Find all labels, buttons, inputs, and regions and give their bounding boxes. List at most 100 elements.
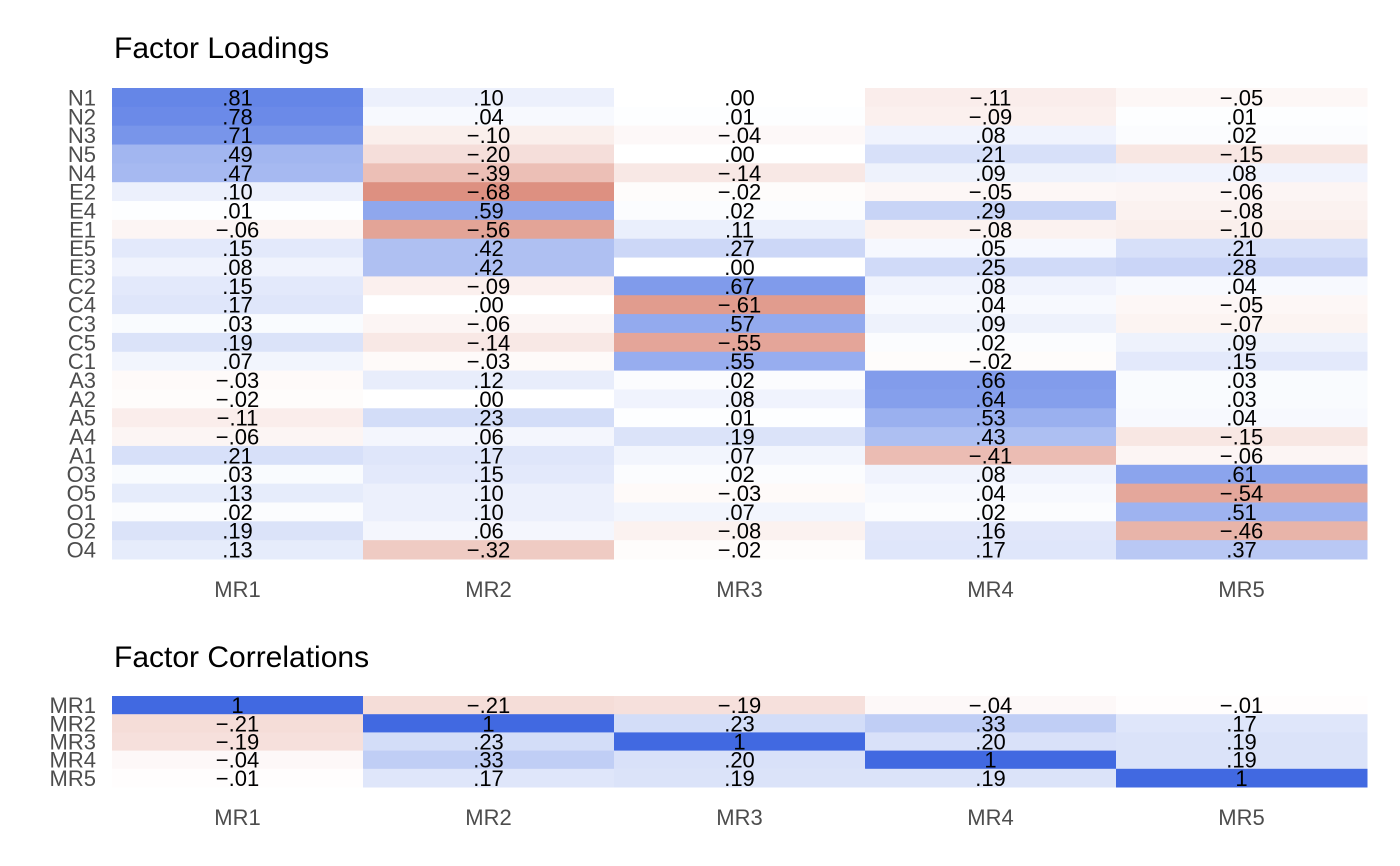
loadings-cell: [112, 408, 364, 428]
loadings-cell-label: .10: [473, 85, 504, 110]
loadings-cell: [112, 351, 364, 372]
correlations-title: Factor Correlations: [114, 641, 369, 674]
loadings-cell-label: −.15: [1220, 425, 1263, 450]
loadings-cell-label: −.32: [467, 538, 510, 563]
loadings-cell-label: .04: [975, 293, 1006, 318]
loadings-cell-label: .13: [222, 538, 253, 563]
loadings-cell: [865, 389, 1117, 409]
loadings-cell-label: .03: [222, 312, 253, 337]
loadings-cell: [865, 125, 1117, 146]
loadings-cell-label: .15: [222, 274, 253, 299]
correlations-cell: [1116, 696, 1368, 715]
loadings-cell: [614, 144, 866, 164]
loadings-cell: [1116, 106, 1368, 127]
loadings-cell: [865, 445, 1117, 466]
loadings-cell-label: .16: [975, 519, 1006, 544]
loadings-cell: [1116, 201, 1368, 221]
loadings-column-label: MR5: [1218, 577, 1264, 602]
loadings-cell-label: .21: [222, 443, 253, 468]
loadings-cell-label: .28: [1226, 255, 1257, 280]
loadings-cell: [112, 182, 364, 202]
loadings-cell: [112, 427, 364, 447]
loadings-cell: [865, 351, 1117, 372]
loadings-cell: [865, 276, 1117, 296]
loadings-cell-label: .23: [473, 406, 504, 431]
correlations-cell: [865, 732, 1117, 752]
loadings-cell: [614, 238, 866, 259]
loadings-cell: [865, 408, 1117, 428]
correlations-column-label: MR3: [716, 805, 762, 830]
loadings-column-label: MR1: [214, 577, 260, 602]
loadings-cell-label: −.41: [969, 443, 1012, 468]
loadings-cell-label: .02: [724, 368, 755, 393]
loadings-cell-label: .42: [473, 255, 504, 280]
loadings-cell: [112, 276, 364, 296]
loadings-cell: [865, 332, 1117, 353]
loadings-cell: [614, 332, 866, 353]
loadings-cell: [1116, 483, 1368, 503]
loadings-row-label: C2: [68, 274, 96, 299]
correlations-row-label: MR3: [50, 730, 96, 755]
loadings-cell: [614, 257, 866, 277]
loadings-cell: [1116, 370, 1368, 390]
correlations-cell: [363, 732, 615, 752]
correlations-cell: [112, 696, 364, 715]
loadings-cell: [112, 163, 364, 183]
loadings-cell-label: .12: [473, 368, 504, 393]
loadings-cell: [363, 427, 615, 447]
loadings-cell: [363, 502, 615, 522]
loadings-column-label: MR4: [967, 577, 1013, 602]
loadings-cell-label: −.10: [1220, 217, 1263, 242]
loadings-cell-label: −.20: [467, 142, 510, 167]
loadings-cell: [614, 276, 866, 296]
loadings-cell: [112, 238, 364, 259]
loadings-row-label: N1: [68, 85, 96, 110]
loadings-cell: [363, 314, 615, 334]
loadings-row-label: N4: [68, 161, 96, 186]
loadings-cell-label: .03: [1226, 368, 1257, 393]
correlations-cell-label: .17: [473, 766, 504, 791]
loadings-cell: [112, 295, 364, 315]
correlations-cell: [614, 696, 866, 715]
loadings-cell: [614, 295, 866, 315]
loadings-cell-label: .01: [724, 104, 755, 129]
correlations-cell-label: −.21: [467, 693, 510, 718]
loadings-cell-label: −.15: [1220, 142, 1263, 167]
loadings-cell-label: −.08: [1220, 198, 1263, 223]
loadings-cell-label: −.05: [969, 180, 1012, 205]
loadings-cell-label: .29: [975, 198, 1006, 223]
correlations-cell: [614, 750, 866, 770]
loadings-cell-label: .21: [975, 142, 1006, 167]
loadings-cell-label: .11: [725, 217, 754, 242]
loadings-cell: [363, 201, 615, 221]
correlations-cell-label: 1: [733, 730, 745, 755]
loadings-cell: [112, 144, 364, 164]
loadings-cell-label: −.61: [718, 293, 761, 318]
loadings-row-label: E4: [69, 198, 96, 223]
loadings-row-label: E5: [69, 236, 96, 261]
loadings-cell-label: .01: [1226, 104, 1257, 129]
correlations-cell-label: .20: [975, 730, 1006, 755]
loadings-cell-label: .67: [724, 274, 755, 299]
loadings-column-label: MR3: [716, 577, 762, 602]
loadings-cell: [1116, 502, 1368, 522]
loadings-cell-label: .10: [473, 481, 504, 506]
loadings-row-label: A4: [69, 425, 96, 450]
loadings-cell-label: .19: [222, 330, 253, 355]
loadings-cell-label: .53: [975, 406, 1006, 431]
loadings-cell-label: .25: [975, 255, 1006, 280]
loadings-cell-label: −.14: [467, 330, 510, 355]
loadings-cell-label: −.68: [467, 180, 510, 205]
loadings-cell: [363, 295, 615, 315]
loadings-cell-label: .64: [975, 387, 1006, 412]
loadings-cell: [865, 521, 1117, 541]
loadings-cell: [614, 427, 866, 447]
correlations-cell-label: .33: [975, 711, 1006, 736]
loadings-row-label: C4: [68, 293, 96, 318]
loadings-cell-label: .04: [1226, 274, 1257, 299]
loadings-cell: [112, 88, 364, 108]
loadings-cell: [614, 314, 866, 334]
loadings-cell: [363, 332, 615, 353]
loadings-cell: [1116, 389, 1368, 409]
loadings-cell-label: .21: [1226, 236, 1257, 261]
